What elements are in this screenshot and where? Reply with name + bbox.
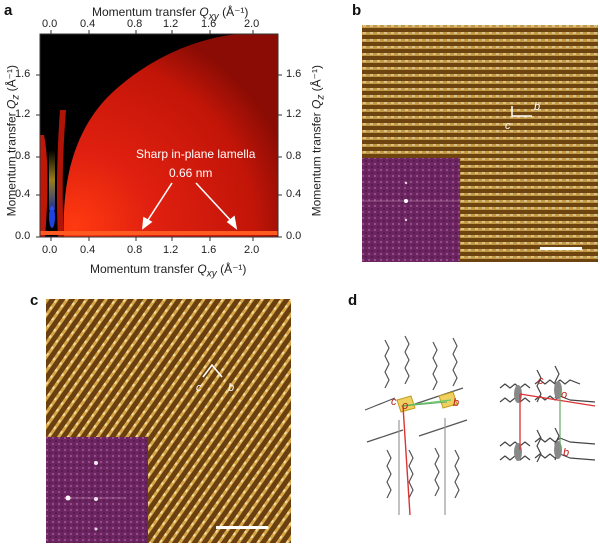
left-label-b: b	[453, 397, 459, 409]
fft-inset-b	[362, 158, 460, 262]
panel-a-x-axis-bottom-title: Momentum transfer Qxy (Å⁻¹)	[90, 262, 247, 280]
y-tick-left-3: 1.2	[15, 108, 31, 120]
panel-a-x-axis-top-title: Momentum transfer Qxy (Å⁻¹)	[92, 5, 249, 23]
specular-rod-right	[56, 110, 66, 237]
annotation-text-line1: Sharp in-plane lamella	[136, 147, 256, 161]
axes-indicator-b	[511, 106, 532, 117]
scattering-region	[63, 34, 278, 237]
x-tick-bottom-2: 0.8	[127, 244, 143, 256]
x-tick-top-3: 1.2	[163, 18, 179, 30]
y-tick-right-0: 0.0	[286, 230, 302, 242]
x-tick-bottom-1: 0.4	[80, 244, 96, 256]
panel-a-y-axis-left-title: Momentum transfer Qz (Å⁻¹)	[4, 64, 22, 217]
y-tick-left-2: 0.8	[15, 150, 31, 162]
panel-c-label: c	[30, 292, 39, 309]
annotation-text-line2: 0.66 nm	[169, 166, 213, 180]
scale-bar-b	[540, 247, 582, 250]
specular-rod	[40, 135, 48, 237]
x-tick-bottom-4: 1.6	[201, 244, 217, 256]
x-tick-top-4: 1.6	[201, 18, 217, 30]
y-tick-right-4: 1.6	[286, 68, 302, 80]
y-tick-left-0: 0.0	[15, 230, 31, 242]
right-label-c: c	[538, 375, 544, 387]
scale-bar-c	[216, 526, 268, 529]
right-label-b: b	[563, 447, 569, 459]
panel-b-label: b	[352, 2, 362, 19]
fft-inset-c	[46, 437, 148, 543]
right-unit-cell	[514, 381, 596, 461]
x-tick-bottom-5: 2.0	[244, 244, 260, 256]
panel-a-label: a	[4, 2, 13, 19]
x-tick-top-0: 0.0	[42, 18, 58, 30]
molecular-packing-diagram: c o b c o b	[364, 335, 596, 516]
x-tick-top-2: 0.8	[127, 18, 143, 30]
left-label-o: o	[402, 400, 408, 412]
left-label-c: c	[391, 396, 397, 408]
x-tick-bottom-0: 0.0	[42, 244, 58, 256]
x-tick-top-5: 2.0	[244, 18, 260, 30]
axis-label-c-panel: c	[196, 382, 202, 394]
right-label-o: o	[561, 389, 567, 401]
gixd-heatmap	[36, 30, 282, 241]
axis-label-c: c	[505, 120, 511, 132]
right-packing	[499, 365, 596, 463]
left-packing	[364, 335, 468, 515]
x-tick-top-1: 0.4	[80, 18, 96, 30]
axis-label-b-panel: b	[228, 382, 234, 394]
y-tick-right-2: 0.8	[286, 150, 302, 162]
left-unit-cell	[396, 391, 458, 516]
panel-d-label: d	[348, 292, 358, 309]
annotation-arrows	[142, 182, 238, 230]
afm-image-c: c b	[46, 299, 291, 543]
y-tick-left-1: 0.4	[15, 188, 31, 200]
y-tick-right-3: 1.2	[286, 108, 302, 120]
beam-stop-spot	[49, 206, 55, 228]
axes-indicator-c	[202, 363, 223, 378]
y-tick-right-1: 0.4	[286, 188, 302, 200]
y-tick-left-4: 1.6	[15, 68, 31, 80]
in-plane-lamella-line	[40, 231, 278, 235]
x-tick-bottom-3: 1.2	[163, 244, 179, 256]
axis-label-b: b	[534, 101, 540, 113]
panel-a-y-axis-right-title: Momentum transfer Qz (Å⁻¹)	[309, 64, 327, 217]
afm-image-b: b c	[362, 25, 598, 262]
